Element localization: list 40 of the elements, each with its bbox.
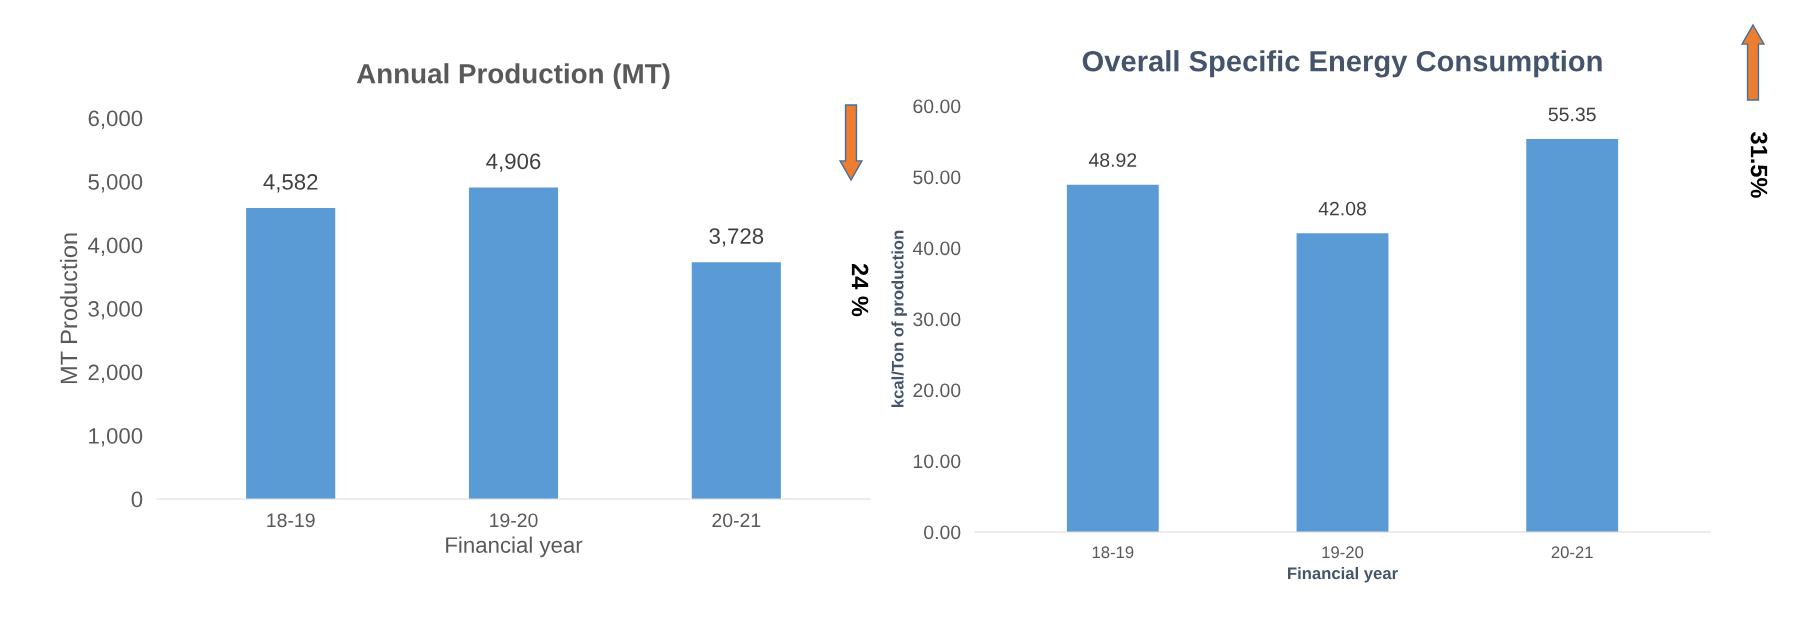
y-tick-label: 2,000	[88, 364, 143, 383]
y-tick-label: 60.00	[913, 99, 961, 114]
x-axis-title: Financial year	[446, 536, 583, 558]
x-tick-label: 20-21	[712, 513, 761, 528]
bar	[691, 262, 781, 499]
bar	[468, 187, 559, 499]
data-label: 3,728	[709, 228, 764, 247]
x-tick-label: 19-20	[1322, 546, 1364, 559]
data-label: 48.92	[1088, 153, 1137, 167]
y-tick-label: 1,000	[89, 428, 143, 447]
y-tick-label: 3,000	[88, 301, 143, 320]
y-tick-label: 5,000	[88, 174, 143, 193]
y-tick-label: 50.00	[913, 170, 961, 185]
y-tick-label: 20.00	[913, 383, 961, 398]
chart-title: Overall Specific Energy Consumption	[1082, 50, 1602, 78]
y-axis-title: kcal/Ton of production	[891, 230, 907, 408]
bar	[1526, 139, 1619, 532]
data-label: 55.35	[1548, 107, 1596, 122]
annotation: 24 %	[851, 263, 869, 317]
y-tick-label: 4,000	[88, 237, 143, 256]
x-tick-label: 19-20	[490, 513, 538, 528]
text: 31.5%	[1750, 132, 1768, 198]
x-tick-label: 20-21	[1551, 546, 1593, 559]
chart-title: Annual Production (MT)	[356, 63, 670, 90]
y-tick-label: 30.00	[913, 312, 961, 327]
data-label: 4,906	[486, 153, 541, 172]
x-tick-label: 18-19	[267, 513, 315, 528]
y-axis-title: MT Production	[59, 233, 78, 384]
bar	[1066, 184, 1159, 532]
bar	[1296, 233, 1389, 532]
x-axis-title: Financial year	[1288, 566, 1398, 583]
y-tick-label: 40.00	[912, 241, 961, 256]
y-tick-label: 0	[131, 491, 143, 508]
bar	[246, 208, 336, 499]
y-tick-label: 10.00	[913, 454, 961, 469]
y-tick-label: 0.00	[924, 525, 961, 540]
data-label: 42.08	[1318, 201, 1366, 216]
x-tick-label: 18-19	[1092, 546, 1134, 559]
data-label: 4,582	[263, 174, 318, 193]
y-tick-label: 6,000	[88, 110, 143, 129]
